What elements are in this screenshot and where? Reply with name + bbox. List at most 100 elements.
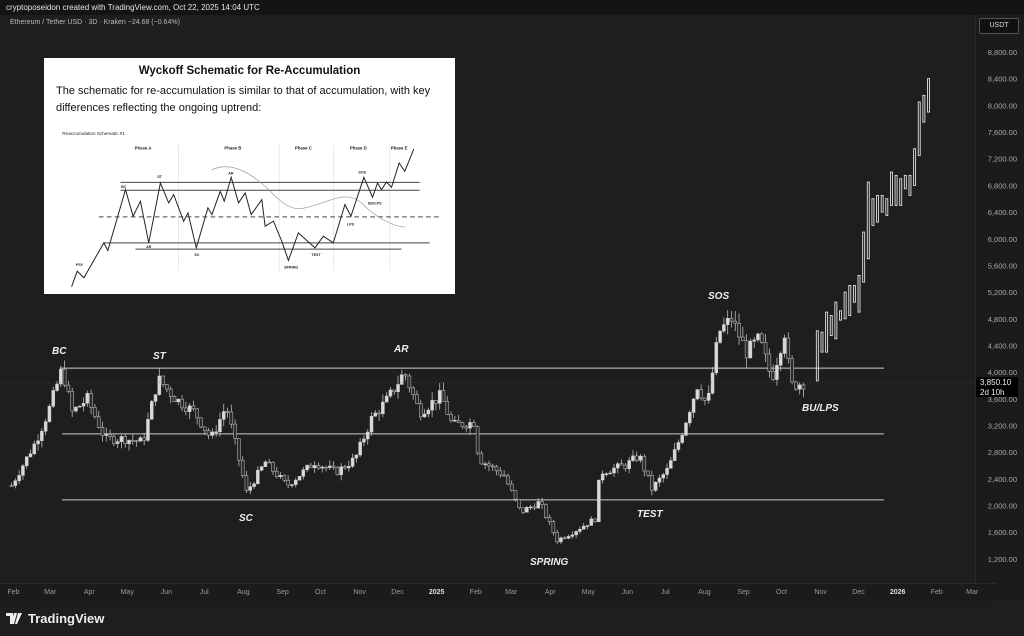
candle-up — [176, 398, 181, 403]
candle-up — [566, 536, 571, 539]
time-tick-label: Jun — [622, 589, 633, 596]
schematic-label: SPRING — [284, 265, 298, 269]
candle-up — [559, 537, 563, 543]
time-tick-label: Sep — [276, 589, 289, 596]
candle-up — [153, 394, 158, 402]
candle-down — [229, 411, 234, 425]
candle-up — [248, 486, 253, 491]
candle-up — [714, 342, 719, 374]
candle-up — [775, 365, 779, 380]
candle-up — [400, 374, 404, 385]
candle-down — [456, 420, 461, 423]
projection-bar — [857, 274, 861, 313]
candle-up — [384, 395, 389, 403]
last-price: 3,850.10 — [980, 378, 1012, 387]
candle-up — [51, 390, 55, 407]
candle-down — [331, 465, 336, 468]
projection-bar — [852, 285, 856, 303]
candle-up — [725, 317, 730, 325]
candle-down — [491, 465, 495, 468]
candle-down — [377, 412, 381, 415]
price-tick-label: 1,200.00 — [988, 555, 1017, 564]
candle-down — [62, 368, 67, 386]
candle-up — [608, 472, 612, 475]
candle-down — [316, 465, 321, 469]
candle-up — [426, 409, 431, 415]
candle-up — [657, 477, 662, 483]
candle-down — [449, 414, 453, 422]
candle-up — [581, 525, 586, 530]
candle-down — [532, 506, 537, 509]
candle-up — [32, 443, 37, 455]
price-tick-label: 5,200.00 — [988, 288, 1017, 297]
candle-up — [718, 330, 722, 343]
candle-down — [131, 439, 135, 442]
time-tick-label: Mar — [44, 589, 57, 596]
candle-up — [290, 484, 294, 486]
candle-down — [335, 467, 340, 476]
time-tick-label: Mar — [505, 589, 518, 596]
candle-up — [597, 479, 601, 523]
candle-up — [259, 466, 264, 471]
time-axis[interactable] — [0, 583, 996, 601]
candle-down — [729, 317, 734, 322]
candle-down — [244, 475, 249, 491]
candle-down — [460, 422, 465, 427]
candle-down — [487, 463, 491, 467]
candle-down — [172, 396, 177, 403]
candle-up — [756, 333, 760, 341]
projection-bar — [825, 311, 829, 353]
candle-down — [551, 521, 556, 533]
candle-up — [81, 402, 86, 407]
candle-up — [36, 440, 40, 445]
candle-up — [437, 390, 442, 404]
price-tick-label: 2,400.00 — [988, 475, 1017, 484]
candle-up — [218, 419, 222, 433]
candle-up — [612, 467, 616, 474]
candle-down — [271, 462, 275, 472]
projection-bar — [834, 301, 838, 340]
time-tick-label: Feb — [470, 589, 482, 596]
tradingview-logo-icon — [6, 613, 22, 624]
schematic-label: PSY — [76, 263, 84, 267]
projection-bar — [899, 178, 903, 206]
candle-down — [479, 452, 484, 465]
candle-down — [123, 436, 127, 445]
projection-bar — [829, 315, 833, 336]
price-tick-label: 6,400.00 — [988, 208, 1017, 217]
tradingview-logo[interactable]: TradingView — [6, 611, 104, 626]
candle-down — [96, 416, 101, 428]
candle-up — [278, 475, 283, 478]
candle-up — [688, 412, 692, 424]
candle-up — [676, 442, 681, 450]
candle-down — [619, 463, 624, 466]
candle-up — [301, 469, 306, 477]
projection-bar — [815, 330, 819, 382]
price-axis[interactable] — [975, 15, 1024, 600]
candle-down — [434, 400, 438, 404]
candle-down — [142, 437, 146, 441]
currency-badge[interactable]: USDT — [979, 18, 1019, 34]
price-tick-label: 3,200.00 — [988, 422, 1017, 431]
candle-up — [347, 466, 351, 469]
time-tick-label: Apr — [545, 589, 557, 596]
candle-up — [782, 337, 787, 354]
candle-down — [445, 401, 450, 415]
candle-up — [680, 435, 684, 443]
candle-down — [419, 403, 423, 418]
candle-up — [24, 456, 29, 467]
candle-up — [119, 436, 124, 442]
candle-down — [165, 384, 169, 390]
candle-up — [600, 473, 605, 481]
price-tick-label: 8,400.00 — [988, 75, 1017, 84]
candle-down — [506, 475, 510, 485]
time-tick-label: Dec — [852, 589, 865, 596]
candle-down — [70, 391, 74, 412]
candle-down — [191, 405, 196, 410]
candle-down — [112, 436, 116, 444]
candle-down — [646, 470, 650, 476]
candle-down — [733, 320, 738, 324]
candle-down — [407, 375, 412, 389]
label-sos: SOS — [708, 291, 730, 302]
